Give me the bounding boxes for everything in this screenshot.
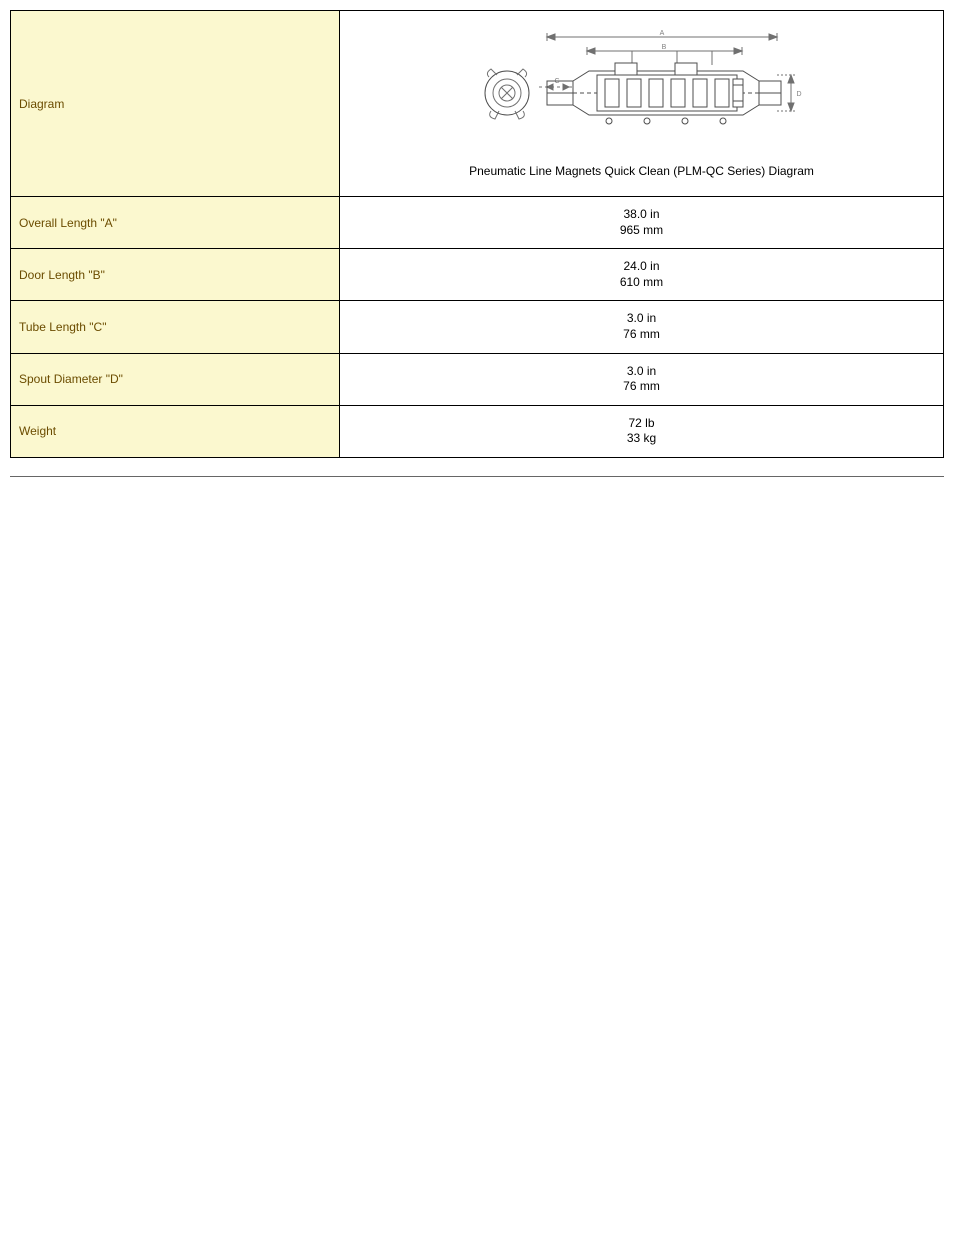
value-spout-diameter-mm: 76 mm bbox=[623, 379, 660, 393]
value-weight-lb: 72 lb bbox=[628, 416, 654, 430]
label-diagram-text: Diagram bbox=[19, 97, 64, 111]
row-overall-length: Overall Length "A" 38.0 in 965 mm bbox=[11, 197, 944, 249]
value-door-length: 24.0 in 610 mm bbox=[340, 249, 944, 301]
dim-letter-a: A bbox=[659, 30, 664, 37]
label-weight: Weight bbox=[11, 405, 340, 457]
value-overall-length-in: 38.0 in bbox=[623, 207, 659, 221]
value-overall-length: 38.0 in 965 mm bbox=[340, 197, 944, 249]
label-overall-length-text: Overall Length "A" bbox=[19, 216, 117, 230]
label-tube-length-text: Tube Length "C" bbox=[19, 320, 106, 334]
label-weight-text: Weight bbox=[19, 424, 56, 438]
value-door-length-in: 24.0 in bbox=[623, 259, 659, 273]
value-tube-length-mm: 76 mm bbox=[623, 327, 660, 341]
diagram-cell: A B bbox=[340, 11, 944, 197]
value-weight: 72 lb 33 kg bbox=[340, 405, 944, 457]
label-door-length: Door Length "B" bbox=[11, 249, 340, 301]
value-tube-length-in: 3.0 in bbox=[627, 311, 656, 325]
row-door-length: Door Length "B" 24.0 in 610 mm bbox=[11, 249, 944, 301]
dim-letter-d: D bbox=[796, 91, 801, 98]
value-door-length-mm: 610 mm bbox=[620, 275, 663, 289]
diagram-svg-wrap: A B bbox=[477, 25, 807, 148]
value-overall-length-mm: 965 mm bbox=[620, 223, 663, 237]
row-spout-diameter: Spout Diameter "D" 3.0 in 76 mm bbox=[11, 353, 944, 405]
label-spout-diameter-text: Spout Diameter "D" bbox=[19, 372, 123, 386]
label-door-length-text: Door Length "B" bbox=[19, 268, 105, 282]
label-spout-diameter: Spout Diameter "D" bbox=[11, 353, 340, 405]
value-spout-diameter-in: 3.0 in bbox=[627, 364, 656, 378]
spec-table: Diagram A bbox=[10, 10, 944, 458]
divider bbox=[10, 476, 944, 477]
label-diagram: Diagram bbox=[11, 11, 340, 197]
diagram-svg: A B bbox=[477, 25, 807, 145]
row-diagram: Diagram A bbox=[11, 11, 944, 197]
diagram-caption: Pneumatic Line Magnets Quick Clean (PLM-… bbox=[348, 164, 935, 178]
value-tube-length: 3.0 in 76 mm bbox=[340, 301, 944, 353]
dim-letter-b: B bbox=[661, 44, 666, 51]
label-overall-length: Overall Length "A" bbox=[11, 197, 340, 249]
value-spout-diameter: 3.0 in 76 mm bbox=[340, 353, 944, 405]
label-tube-length: Tube Length "C" bbox=[11, 301, 340, 353]
row-tube-length: Tube Length "C" 3.0 in 76 mm bbox=[11, 301, 944, 353]
value-weight-kg: 33 kg bbox=[627, 431, 656, 445]
row-weight: Weight 72 lb 33 kg bbox=[11, 405, 944, 457]
